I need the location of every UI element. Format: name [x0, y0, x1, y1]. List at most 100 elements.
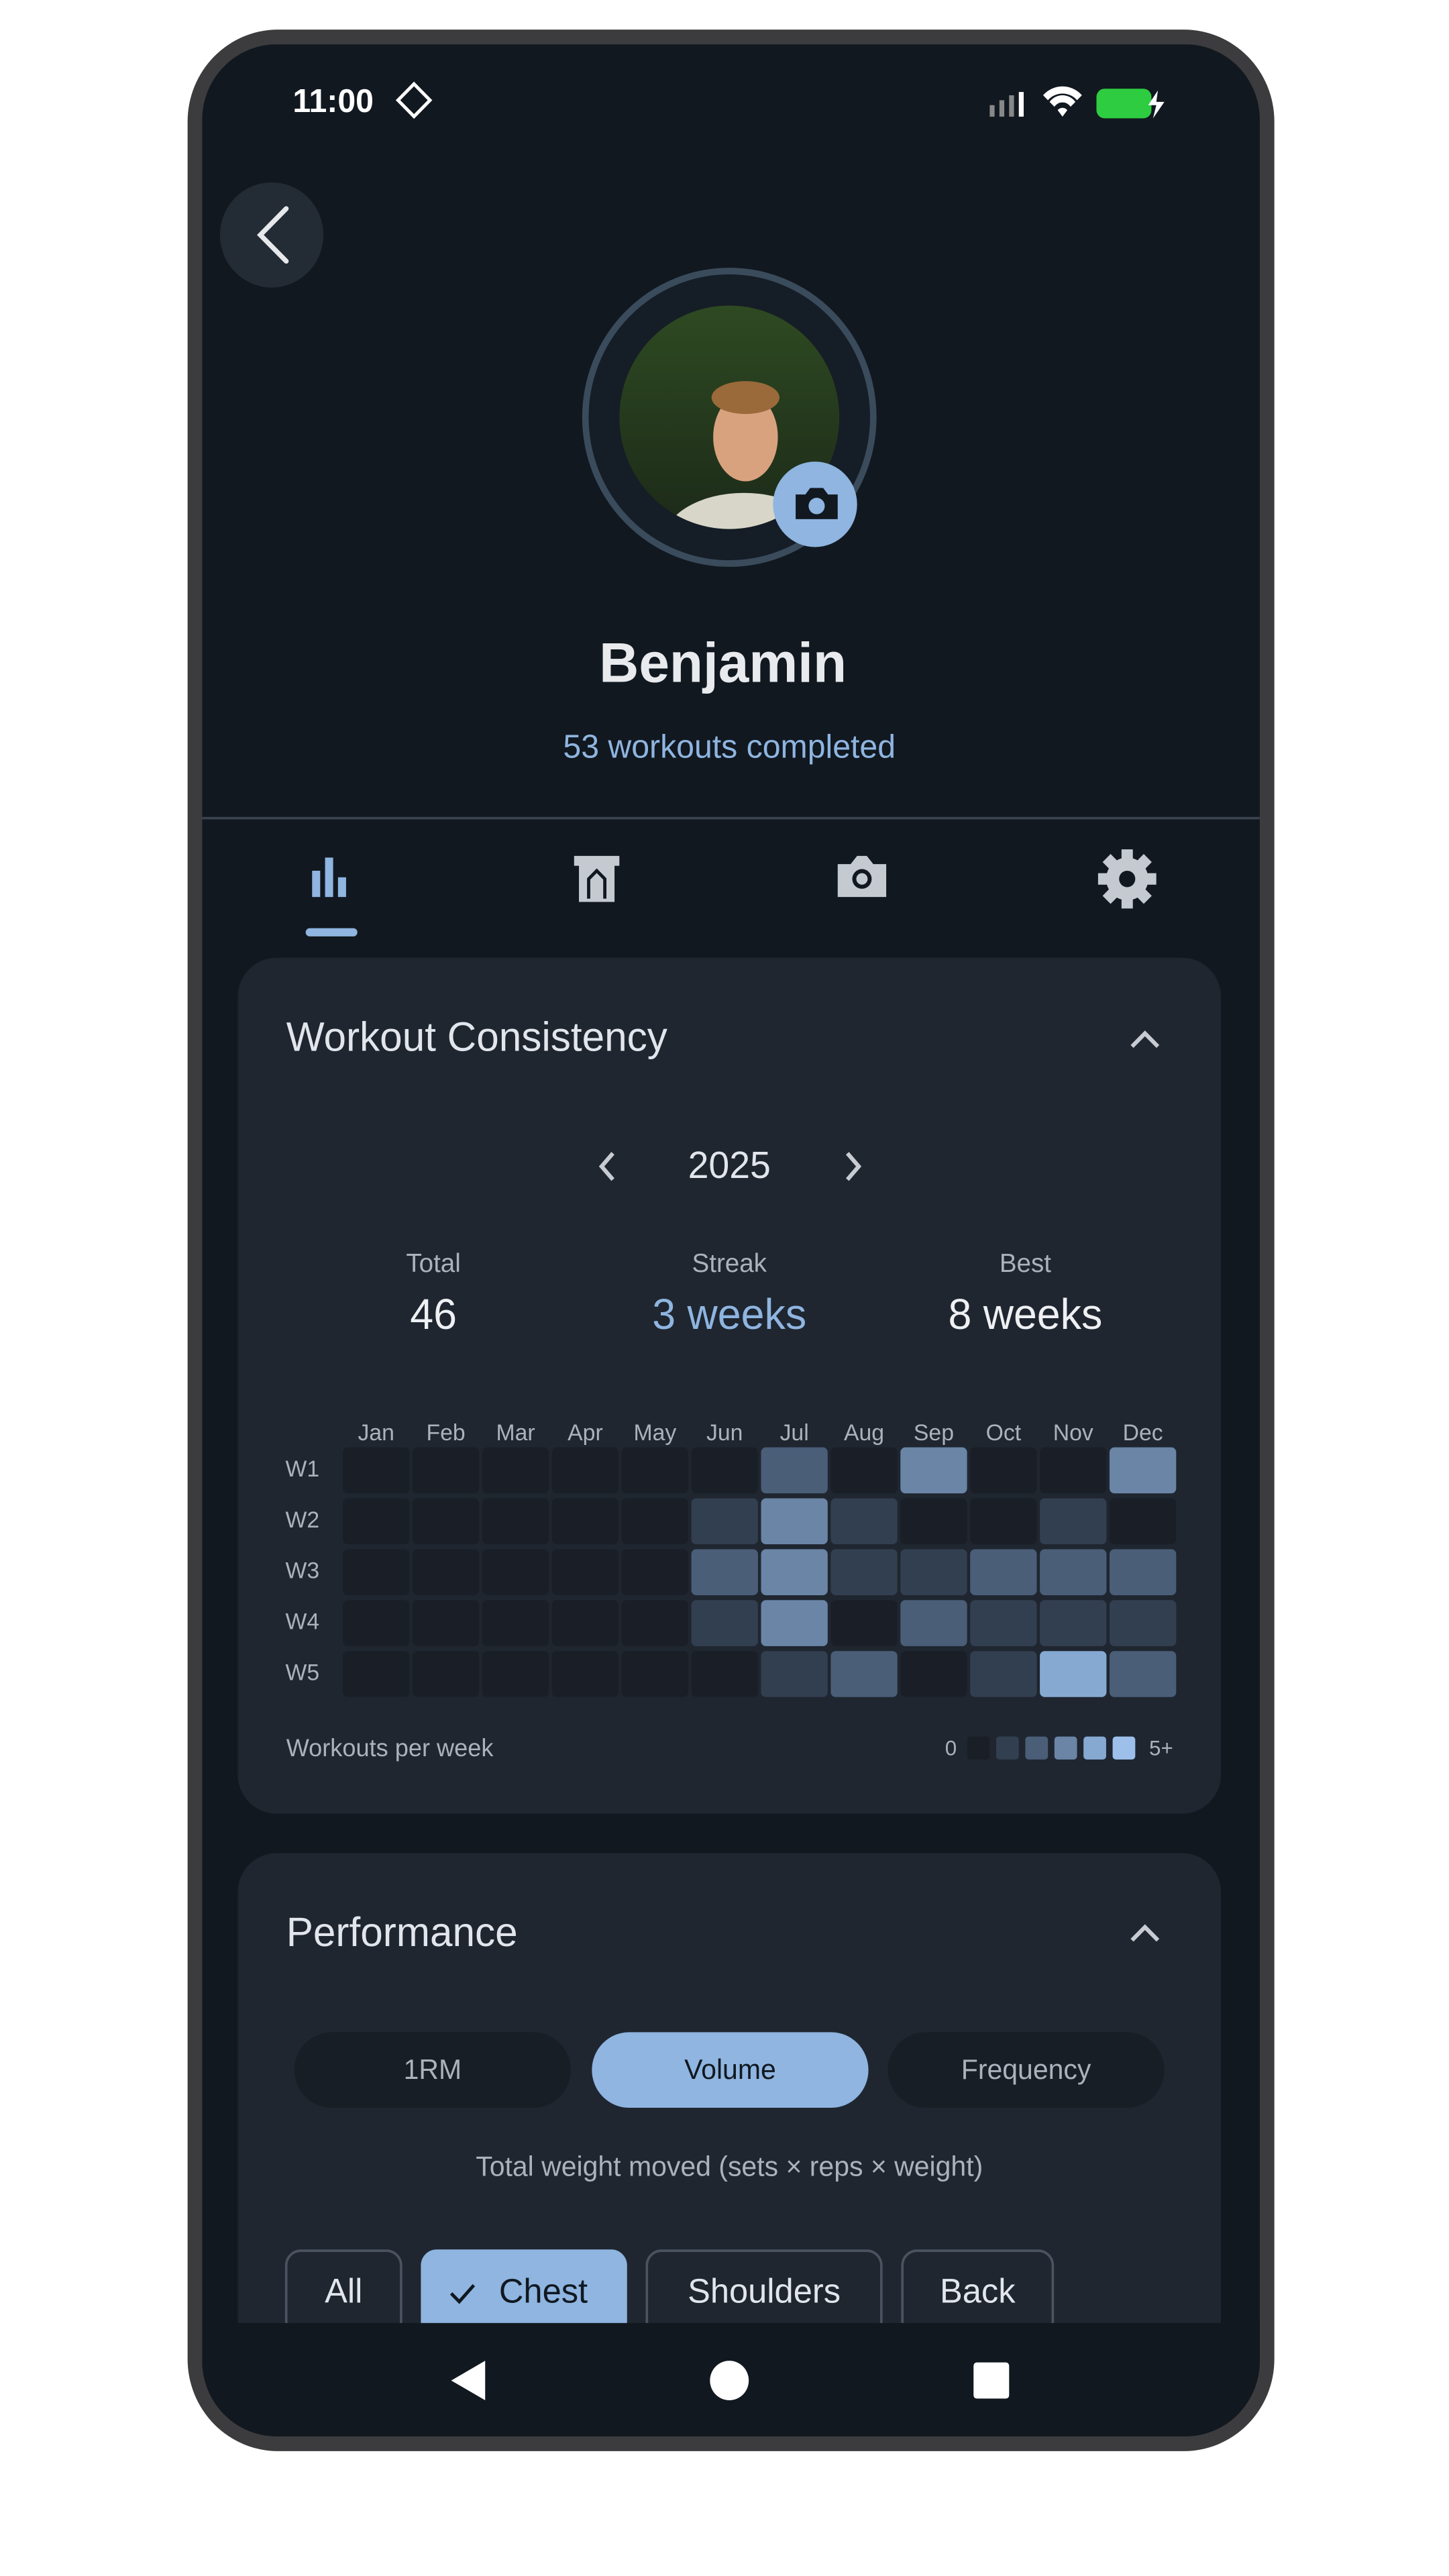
mode-button[interactable]: [888, 2032, 1165, 2108]
legend-swatch: [996, 1736, 1019, 1760]
heatmap-cell: [621, 1600, 688, 1646]
heatmap-cell: [970, 1498, 1037, 1545]
heatmap-cell: [761, 1498, 828, 1545]
heatmap-cell: [1109, 1651, 1177, 1697]
heatmap-cell: [482, 1447, 549, 1494]
legend-swatch: [1083, 1736, 1106, 1760]
heatmap-cell: [691, 1651, 758, 1697]
nav-back[interactable]: [451, 2361, 486, 2400]
mode-button[interactable]: [592, 2032, 869, 2108]
card-title: Performance: [286, 1909, 518, 1955]
heatmap-cell: [412, 1447, 480, 1494]
month-label: Jul: [780, 1420, 809, 1446]
month-label: May: [633, 1420, 676, 1446]
month-label: Jan: [358, 1420, 394, 1446]
week-label: W3: [286, 1558, 320, 1583]
legend-low: 0: [945, 1735, 957, 1760]
back-button[interactable]: [219, 182, 324, 288]
month-label: Oct: [986, 1420, 1022, 1446]
heatmap-cell: [412, 1498, 480, 1545]
heatmap-cell: [970, 1447, 1037, 1494]
heatmap-cell: [551, 1549, 619, 1595]
heatmap-cell: [551, 1651, 619, 1697]
heatmap-cell: [343, 1651, 410, 1697]
profile-name: Benjamin: [599, 631, 847, 694]
prev-year[interactable]: [598, 1152, 614, 1181]
icon: [587, 868, 607, 899]
mode-button[interactable]: [294, 2032, 571, 2108]
heatmap-footer: Workouts per week: [286, 1734, 494, 1762]
heatmap-cell: [551, 1600, 619, 1646]
tab[interactable]: [574, 855, 620, 902]
month-label: Aug: [844, 1420, 884, 1446]
week-label: W5: [286, 1660, 320, 1685]
heatmap-cell: [343, 1498, 410, 1545]
month-label: Feb: [427, 1420, 466, 1446]
month-label: Sep: [914, 1420, 954, 1446]
card-title: Workout Consistency: [286, 1014, 668, 1060]
heatmap-cell: [621, 1447, 688, 1494]
heatmap-cell: [551, 1498, 619, 1545]
legend-swatch: [1025, 1736, 1049, 1760]
heatmap-cell: [1040, 1600, 1107, 1646]
back-icon: [257, 206, 289, 264]
next-year[interactable]: [845, 1152, 862, 1181]
heatmap-cell: [761, 1549, 828, 1595]
performance-description: Total weight moved (sets × reps × weight…: [476, 2151, 983, 2182]
heatmap-cell: [761, 1600, 828, 1646]
heatmap-cell: [830, 1447, 898, 1494]
icon: [325, 857, 333, 898]
heatmap-cell: [691, 1600, 758, 1646]
tab-indicator: [305, 928, 358, 936]
heatmap-cell: [1109, 1498, 1177, 1545]
heatmap-cell: [551, 1447, 619, 1494]
heatmap-cell: [691, 1447, 758, 1494]
heatmap-cell: [1109, 1600, 1177, 1646]
heatmap-cell: [412, 1549, 480, 1595]
status-icons: [989, 86, 1165, 119]
heatmap-cell: [830, 1549, 898, 1595]
stat-label: Streak: [692, 1249, 767, 1278]
heatmap-cell: [482, 1498, 549, 1545]
icon: [574, 855, 620, 902]
year: 2025: [688, 1144, 771, 1186]
month-label: Apr: [568, 1420, 603, 1446]
legend-swatch: [967, 1736, 990, 1760]
heatmap-cell: [1109, 1549, 1177, 1595]
camera-lens: [808, 498, 825, 515]
heatmap-cell: [970, 1600, 1037, 1646]
heatmap-cell: [621, 1651, 688, 1697]
heatmap-cell: [482, 1651, 549, 1697]
mode-label: Volume: [684, 2054, 776, 2085]
collapse-icon[interactable]: [1130, 1030, 1160, 1049]
week-label: W2: [286, 1507, 320, 1533]
heatmap-cell: [1040, 1447, 1107, 1494]
nav-home[interactable]: [710, 2361, 749, 2400]
month-label: Jun: [706, 1420, 743, 1446]
legend-swatch: [1054, 1736, 1077, 1760]
month-label: Nov: [1053, 1420, 1093, 1446]
mode-label: 1RM: [404, 2054, 462, 2085]
month-label: Dec: [1123, 1420, 1163, 1446]
heatmap-cell: [412, 1600, 480, 1646]
heatmap-cell: [970, 1549, 1037, 1595]
heatmap-cell: [482, 1600, 549, 1646]
heatmap-cell: [761, 1447, 828, 1494]
legend-swatch: [1112, 1736, 1136, 1760]
heatmap-cell: [830, 1498, 898, 1545]
heatmap-cell: [621, 1549, 688, 1595]
heatmap-cell: [621, 1498, 688, 1545]
tab[interactable]: [837, 855, 887, 898]
chip-label: Chest: [499, 2271, 588, 2310]
month-label: Mar: [496, 1420, 535, 1446]
collapse-icon[interactable]: [1130, 1924, 1160, 1942]
nav-recents[interactable]: [973, 2362, 1010, 2399]
heatmap-cell: [900, 1549, 967, 1595]
tab[interactable]: [1097, 849, 1157, 909]
legend-high: 5+: [1149, 1735, 1173, 1760]
tab[interactable]: [312, 857, 346, 898]
stat-label: Total: [406, 1249, 460, 1278]
heatmap-cell: [1040, 1549, 1107, 1595]
